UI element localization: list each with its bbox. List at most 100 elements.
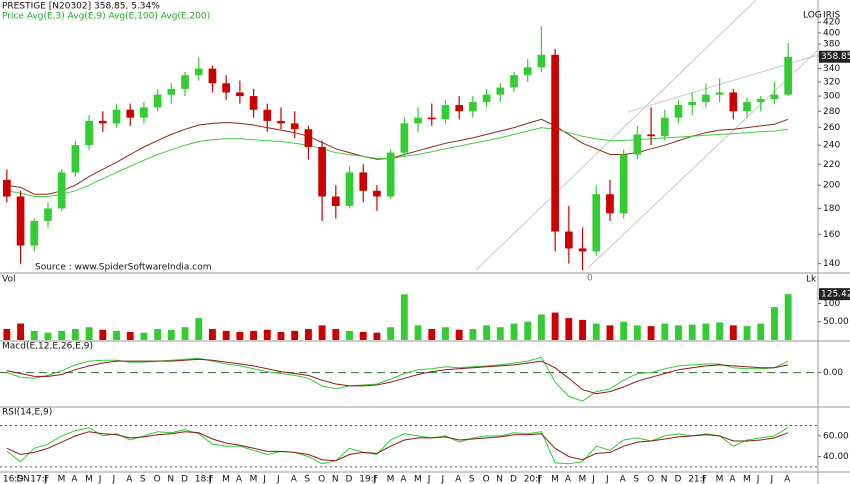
candle-body [729, 92, 738, 112]
volume-bar [729, 325, 737, 340]
volume-bar [496, 327, 504, 340]
source: Source : www.SpiderSoftwareIndia.com [35, 263, 212, 273]
volume-bar [510, 323, 518, 340]
moving-average [6, 127, 789, 197]
y-tick-label: 420 [823, 18, 840, 28]
indicator-legend: Price Avg(E,3) Avg(E,9) Avg(E,100) Avg(E… [2, 12, 210, 22]
candle-body [564, 231, 573, 249]
candle-body [770, 94, 779, 100]
indicator-line [6, 431, 789, 462]
x-tick-label: O [483, 475, 490, 484]
candle-body [702, 94, 710, 103]
candle-body [756, 99, 765, 103]
volume-bar [400, 294, 408, 340]
volume-bar [442, 327, 449, 340]
y-tick-label: 220 [823, 160, 840, 170]
y-tick-label: 60.00 [823, 431, 849, 441]
panel-label: RSI(14,E,9) [2, 408, 52, 418]
candle-body [510, 75, 518, 88]
candle-body [181, 75, 189, 89]
x-tick-label: 17:J [30, 475, 47, 484]
y-tick-label: 100 [823, 299, 840, 309]
volume-bar [373, 332, 381, 340]
panel-label: Macd(E,12,E,26,E,9) [2, 342, 93, 352]
x-tick-label: 20:J [524, 475, 541, 484]
volume-bar [167, 329, 175, 340]
candle-body [674, 105, 683, 118]
volume-bar [250, 330, 258, 340]
candle-body [263, 109, 272, 121]
candle-body [331, 196, 340, 206]
x-tick-label: 21:J [688, 475, 705, 484]
x-tick-label: 19:J [359, 475, 376, 484]
candle-body [359, 172, 368, 191]
volume-bar [222, 330, 230, 340]
x-tick-label: A [71, 475, 78, 484]
candle-body [606, 194, 614, 214]
volume-bar [236, 331, 244, 340]
x-tick-label: A [455, 475, 462, 484]
x-tick-label: N [661, 475, 668, 484]
candle-body [619, 154, 628, 214]
moving-average [6, 118, 789, 195]
x-tick-label: S [140, 475, 146, 484]
candle-body [153, 94, 162, 108]
candle-body [441, 105, 450, 120]
volume-bar [743, 326, 751, 340]
volume-bar [414, 325, 422, 340]
trend-line [475, 0, 757, 271]
candle-body [3, 179, 11, 197]
x-tick-label: 18:J [195, 475, 212, 484]
volume-bar [263, 329, 271, 340]
x-tick-label: O [647, 475, 654, 484]
candle-body [414, 117, 422, 124]
volume-bar [647, 326, 655, 340]
volume-bar [387, 327, 395, 340]
candle-body [222, 83, 231, 93]
candle-body [277, 120, 285, 124]
x-tick-label: F [702, 475, 707, 484]
volume-bar [757, 323, 765, 340]
x-tick-label: A [729, 475, 736, 484]
volume-bar [606, 325, 614, 340]
volume-bar [537, 314, 545, 340]
volume-bar [99, 329, 107, 340]
x-tick-label: D [181, 475, 188, 484]
candle-body [469, 102, 477, 112]
candle-body [688, 102, 697, 106]
x-tick-label: F [537, 475, 542, 484]
x-tick-label: O [318, 475, 325, 484]
y-tick-label: 280 [823, 107, 840, 117]
candle-body [249, 96, 258, 110]
x-tick-label: J [605, 475, 609, 484]
candle-body [208, 68, 217, 84]
volume-bar [17, 323, 24, 340]
x-tick-label: J [427, 475, 431, 484]
x-tick-label: M [85, 475, 93, 484]
candle-body [44, 208, 52, 221]
x-tick-label: A [620, 475, 627, 484]
candle-body [126, 109, 135, 118]
x-tick-label: S [304, 475, 310, 484]
y-tick-label: 50.00 [823, 317, 849, 327]
volume-bar [346, 330, 353, 340]
x-tick-label: 16:SN [3, 475, 30, 484]
candle-body [167, 88, 176, 95]
candle-body [784, 56, 792, 95]
y-tick-label: 300 [823, 92, 840, 102]
volume-bar [633, 325, 641, 340]
candle-body [551, 54, 559, 232]
candle-body [537, 54, 546, 68]
volume-bar [592, 323, 600, 340]
volume-bar [483, 325, 491, 340]
x-tick-label: J [276, 475, 280, 484]
volume-bar [181, 327, 189, 340]
x-tick-label: M [551, 475, 559, 484]
y-tick-label: 380 [823, 40, 840, 50]
x-tick-label: D [346, 475, 353, 484]
volume-bar [702, 323, 710, 340]
candle-body [98, 120, 107, 124]
candle-body [140, 107, 148, 118]
x-tick-label: J [591, 475, 595, 484]
candle-body [660, 117, 669, 137]
